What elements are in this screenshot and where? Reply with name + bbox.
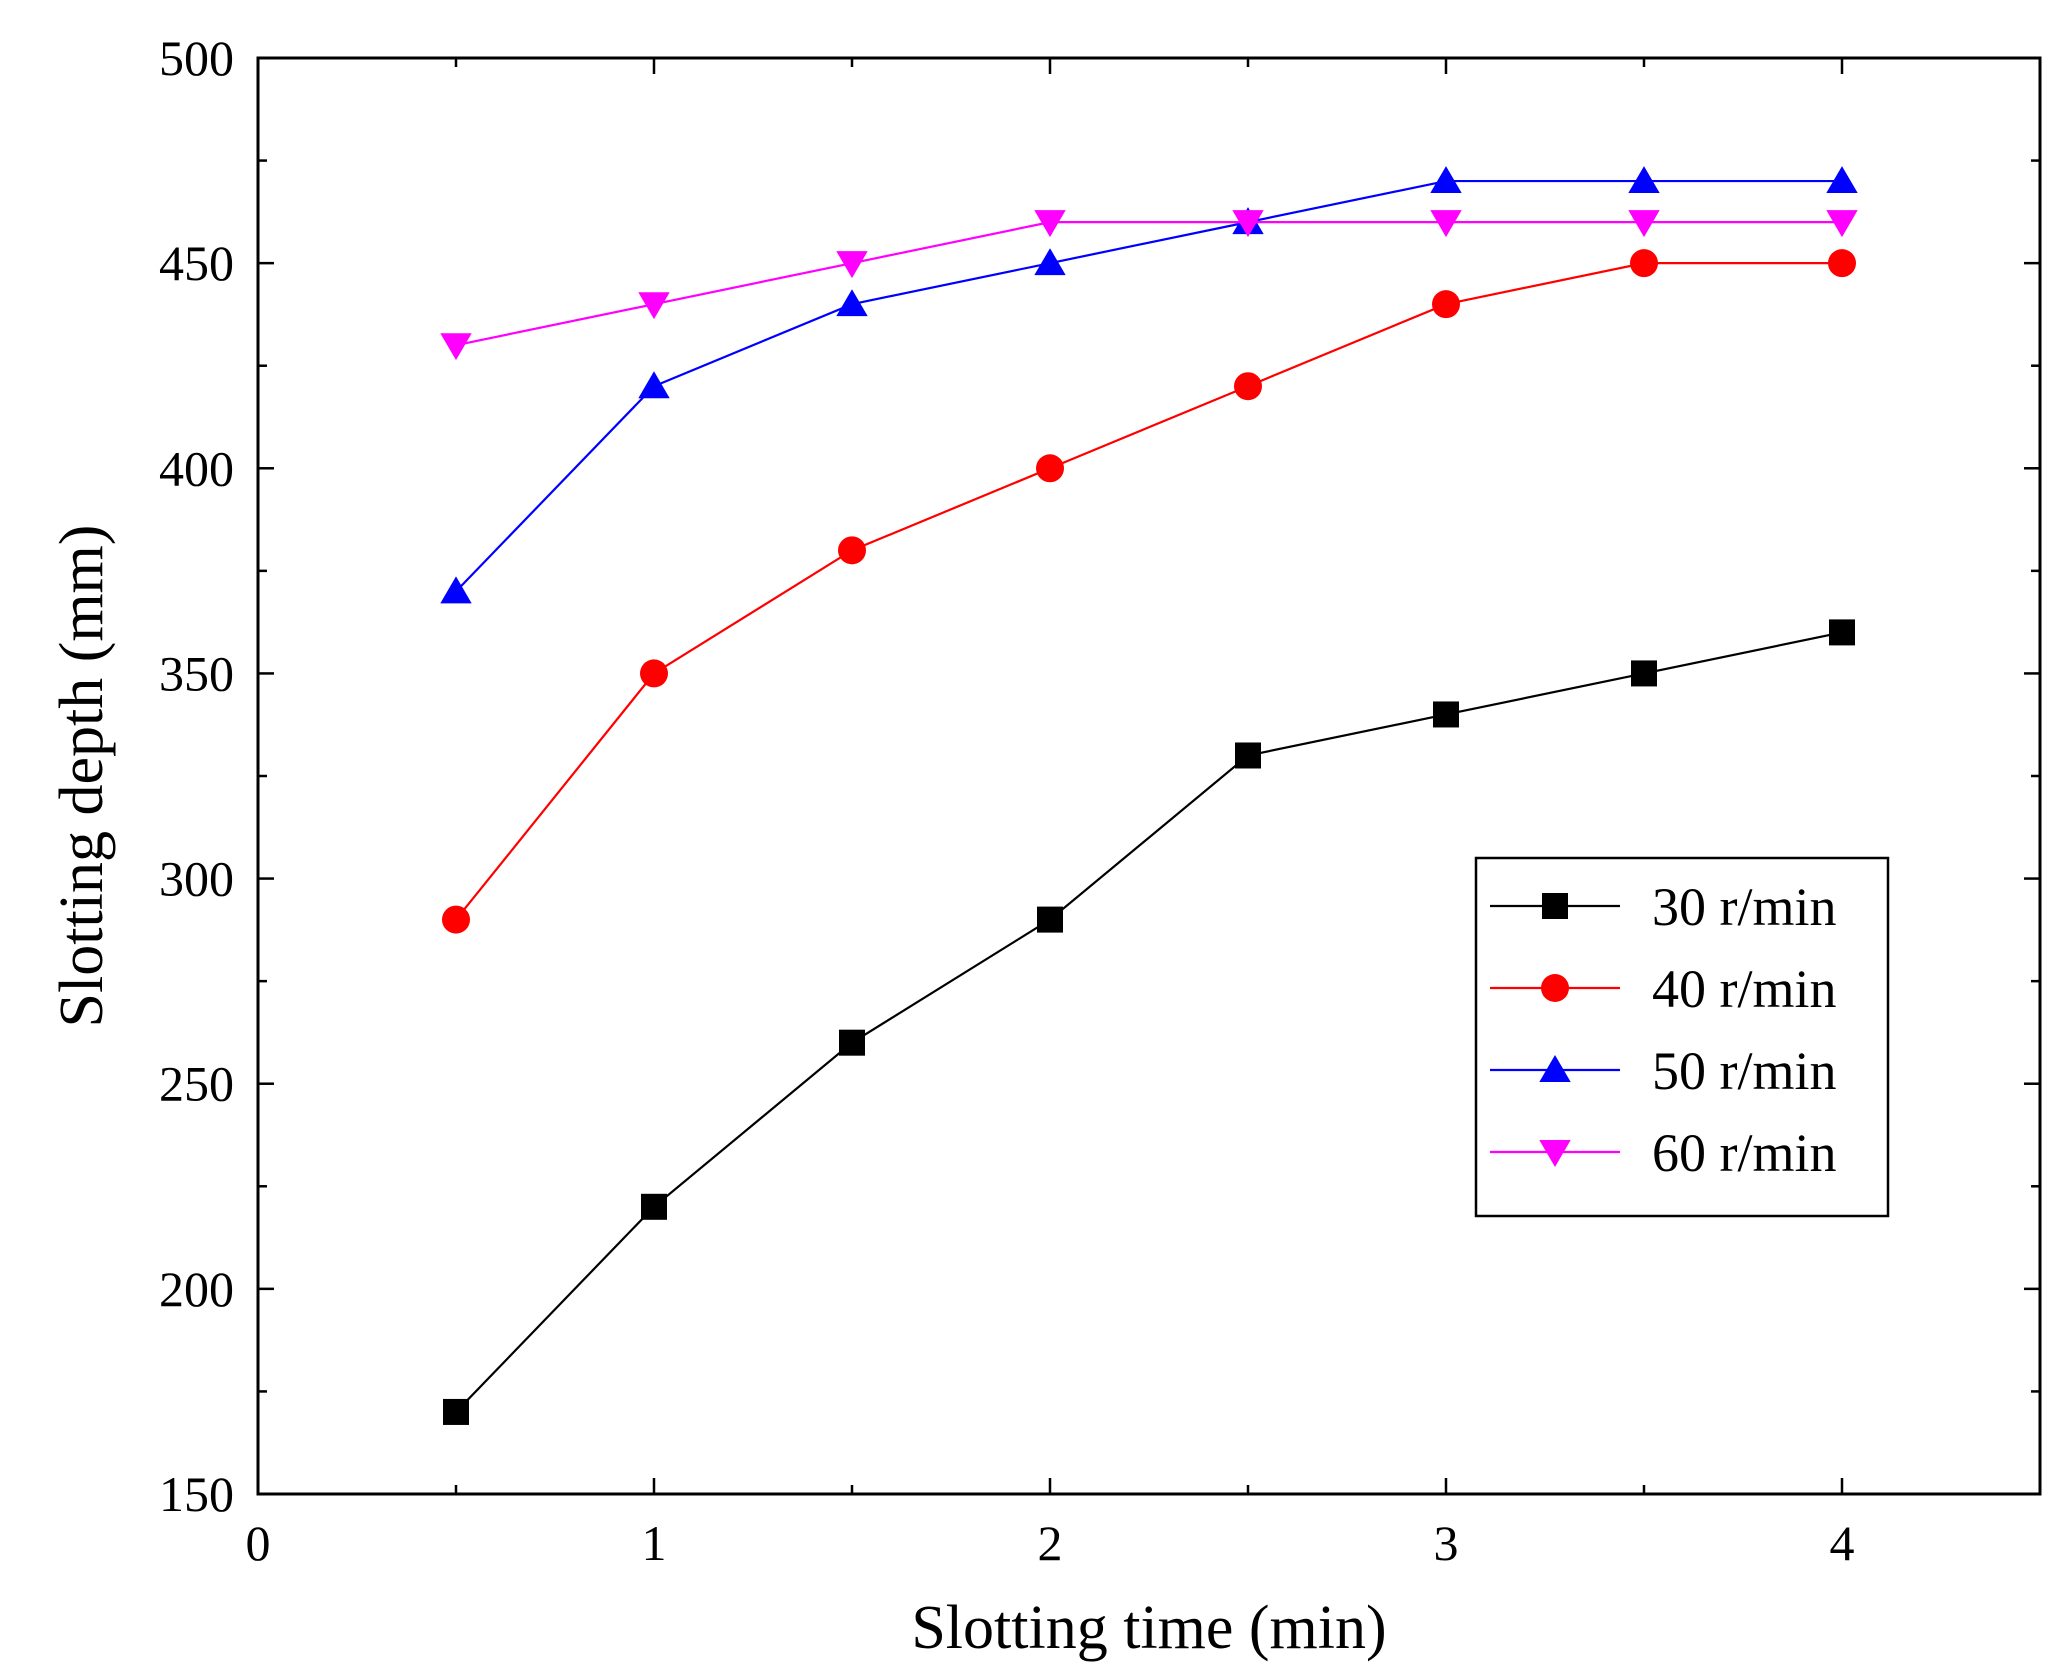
legend-item: 40 r/min [1490, 959, 1837, 1019]
data-point [836, 289, 868, 317]
data-point [443, 1398, 469, 1425]
data-point [1826, 166, 1858, 194]
data-point [1430, 166, 1462, 194]
legend-label: 40 r/min [1652, 959, 1837, 1019]
y-tick-label: 400 [159, 440, 234, 496]
legend-label: 50 r/min [1652, 1041, 1837, 1101]
y-tick-label: 200 [159, 1261, 234, 1317]
series-40-r-min [442, 249, 1856, 934]
x-tick-label: 3 [1434, 1515, 1459, 1571]
x-tick-label: 2 [1038, 1515, 1063, 1571]
y-tick-label: 150 [159, 1466, 234, 1522]
data-point [1628, 166, 1660, 194]
series-line [455, 221, 1842, 347]
data-point [1430, 210, 1462, 238]
data-point [1232, 210, 1264, 238]
data-point [1234, 372, 1262, 401]
series-60-r-min [440, 210, 1858, 361]
data-point [442, 905, 470, 934]
legend-label: 60 r/min [1652, 1123, 1837, 1183]
series-50-r-min [440, 166, 1858, 604]
data-point [1034, 210, 1066, 238]
data-point [1235, 742, 1261, 769]
legend-item: 60 r/min [1490, 1123, 1837, 1183]
y-tick-label: 250 [159, 1056, 234, 1112]
series-line [455, 631, 1843, 1413]
y-tick-label: 500 [159, 30, 234, 86]
legend-marker [1542, 893, 1568, 919]
legend-label: 30 r/min [1652, 877, 1837, 937]
legend-item: 50 r/min [1490, 1041, 1837, 1101]
data-point [1036, 454, 1064, 483]
data-point [1628, 210, 1660, 238]
legend-marker [1539, 1055, 1571, 1082]
y-tick-label: 450 [159, 235, 234, 291]
data-point [440, 576, 472, 604]
data-point [638, 292, 670, 320]
y-tick-label: 350 [159, 645, 234, 701]
data-point [1826, 210, 1858, 238]
data-point [1037, 906, 1063, 933]
data-point [836, 251, 868, 279]
x-axis-title: Slotting time (min) [911, 1594, 1386, 1662]
legend-item: 30 r/min [1490, 877, 1837, 937]
y-tick-label: 300 [159, 851, 234, 907]
legend-marker [1541, 974, 1569, 1002]
data-point [1034, 248, 1066, 276]
data-point [1631, 660, 1657, 687]
x-tick-label: 1 [642, 1515, 667, 1571]
data-point [1432, 290, 1460, 319]
data-point [640, 659, 668, 688]
data-point [1630, 249, 1658, 278]
data-point [641, 1193, 667, 1220]
data-point [1828, 249, 1856, 278]
data-point [838, 536, 866, 565]
data-point [1829, 619, 1855, 646]
data-point [1433, 701, 1459, 728]
series-line [455, 179, 1842, 593]
series-line [455, 262, 1842, 921]
x-tick-label: 0 [246, 1515, 271, 1571]
x-tick-label: 4 [1830, 1515, 1855, 1571]
data-point [440, 333, 472, 361]
y-axis-title: Slotting depth (mm) [48, 525, 116, 1028]
series-layer [440, 166, 1858, 1425]
legend-marker [1539, 1140, 1571, 1167]
series-30-r-min [443, 619, 1855, 1425]
axis-layer: 0 1 2 3 4 150 200 250 300 350 400 450 500 [159, 30, 2042, 1571]
legend: 30 r/min 40 r/min 50 r/min 60 r/min [1474, 856, 1890, 1218]
data-point [638, 371, 670, 399]
data-point [839, 1029, 865, 1056]
